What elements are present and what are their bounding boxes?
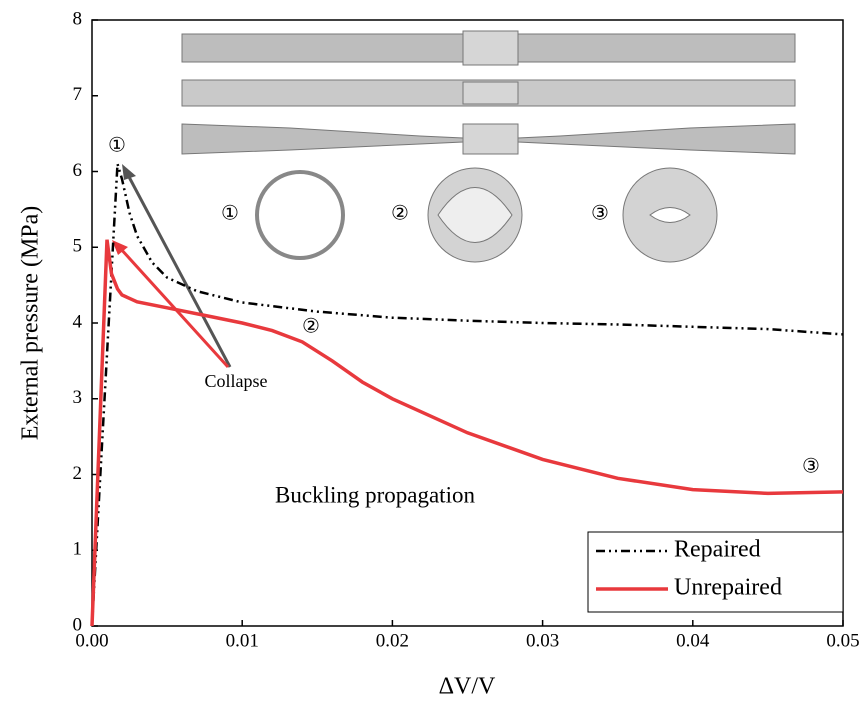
annotation: ② [391, 201, 409, 225]
y-tick-label: 2 [73, 463, 83, 484]
annotation: Collapse [205, 371, 268, 391]
annotation: Buckling propagation [275, 482, 475, 507]
annotation: ③ [802, 454, 820, 478]
legend-label: Unrepaired [674, 575, 782, 601]
x-tick-label: 0.05 [826, 630, 859, 651]
x-tick-label: 0.03 [526, 630, 559, 651]
x-tick-label: 0.04 [676, 630, 710, 651]
annotation: ① [221, 201, 239, 225]
x-tick-label: 0.01 [226, 630, 259, 651]
collapse-arrows [112, 164, 230, 367]
y-tick-label: 4 [73, 311, 83, 332]
legend-label: Repaired [674, 537, 761, 563]
x-tick-label: 0.02 [376, 630, 409, 651]
x-axis-title: ΔV/V [439, 674, 496, 700]
chart: Collapse Buckling propagation ① ② ③ ① ② … [0, 0, 867, 699]
y-tick-label: 3 [73, 387, 83, 408]
annotation: ② [302, 314, 320, 338]
annotation: ① [108, 133, 126, 157]
y-axis-title: External pressure (MPa) [18, 206, 44, 441]
y-tick-label: 8 [73, 8, 83, 29]
y-tick-label: 0 [73, 614, 83, 635]
y-tick-label: 1 [73, 539, 83, 560]
inset-illustrations [182, 31, 795, 262]
y-tick-label: 5 [73, 236, 83, 257]
y-tick-label: 6 [73, 160, 83, 181]
annotation: ③ [591, 201, 609, 225]
y-tick-label: 7 [73, 84, 83, 105]
